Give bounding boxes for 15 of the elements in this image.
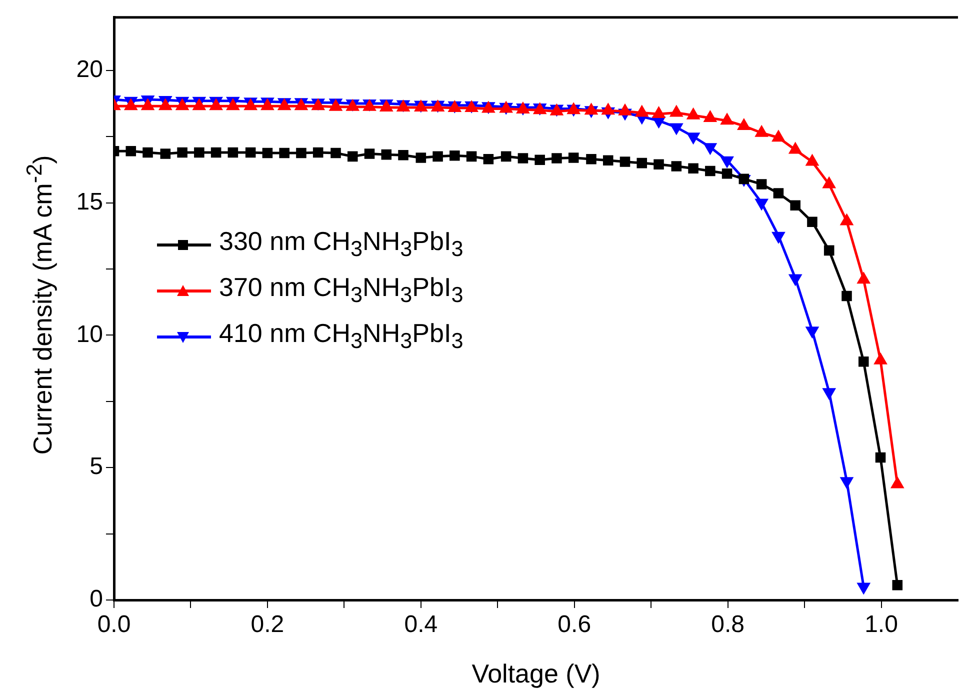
legend-label: 410 nm CH$_{3}$NH$_{3}$PbI$_{3}$ (219, 317, 464, 356)
x-tick-label: 0.8 (711, 611, 745, 638)
y-tick-label: 20 (76, 56, 103, 83)
x-axis-title: Voltage (V) (472, 658, 600, 689)
legend-label: 330 nm CH$_{3}$NH$_{3}$PbI$_{3}$ (219, 225, 464, 264)
x-tick-label: 0.0 (97, 611, 131, 638)
y-tick-label: 5 (90, 453, 103, 480)
x-tick-label: 1.0 (864, 611, 898, 638)
legend-label: 370 nm CH$_{3}$NH$_{3}$PbI$_{3}$ (219, 271, 464, 310)
y-tick-label: 10 (76, 320, 103, 348)
x-tick-label: 0.2 (250, 611, 284, 638)
x-tick-label: 0.4 (404, 611, 438, 638)
y-tick-label: 15 (76, 188, 103, 216)
y-tick-label: 0 (90, 586, 103, 613)
x-tick-label: 0.6 (558, 611, 592, 638)
